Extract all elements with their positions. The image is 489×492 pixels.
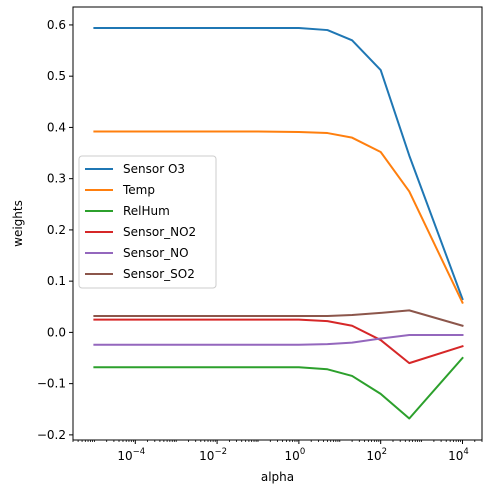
legend-label: Sensor_SO2 [123,267,195,281]
x-tick-label: 104 [448,447,469,463]
x-tick-label: 10−4 [117,447,145,463]
series-line-sensor-no2 [93,318,464,365]
legend: Sensor O3 Temp RelHum Sensor_NO2 Sensor_NO Se… [78,155,217,289]
y-tick-label: 0.6 [47,18,66,32]
y-axis-label: weights [11,200,25,247]
series-line-sensor-o3 [93,27,464,301]
legend-label: Sensor O3 [123,162,185,176]
legend-label: Temp [122,183,155,197]
y-tick-label: 0.0 [47,325,66,339]
legend-label: Sensor_NO [123,246,189,260]
series-line-sensor-no [93,333,464,346]
x-axis-label: alpha [261,470,294,484]
series-line-relhum [93,356,464,420]
x-tick-label: 10−2 [199,447,227,463]
y-tick-label: 0.2 [47,223,66,237]
y-tick-label: 0.5 [47,69,66,83]
y-tick-label: 0.4 [47,120,66,134]
y-tick-label: −0.2 [37,428,66,442]
x-tick-label: 100 [285,447,306,463]
y-tick-label: −0.1 [37,377,66,391]
series-line-sensor-so2 [93,309,464,327]
legend-box [78,155,217,289]
plot-area [93,27,464,420]
x-tick-label: 102 [366,447,387,463]
axes: −0.2 −0.1 0.0 0.1 0.2 0.3 0.4 0.5 0.6 10−4 10−2 100… [37,6,483,463]
legend-label: Sensor_NO2 [123,225,196,239]
series-line-temp [93,130,464,305]
legend-label: RelHum [123,204,170,218]
y-tick-label: 0.3 [47,172,66,186]
y-tick-label: 0.1 [47,274,66,288]
